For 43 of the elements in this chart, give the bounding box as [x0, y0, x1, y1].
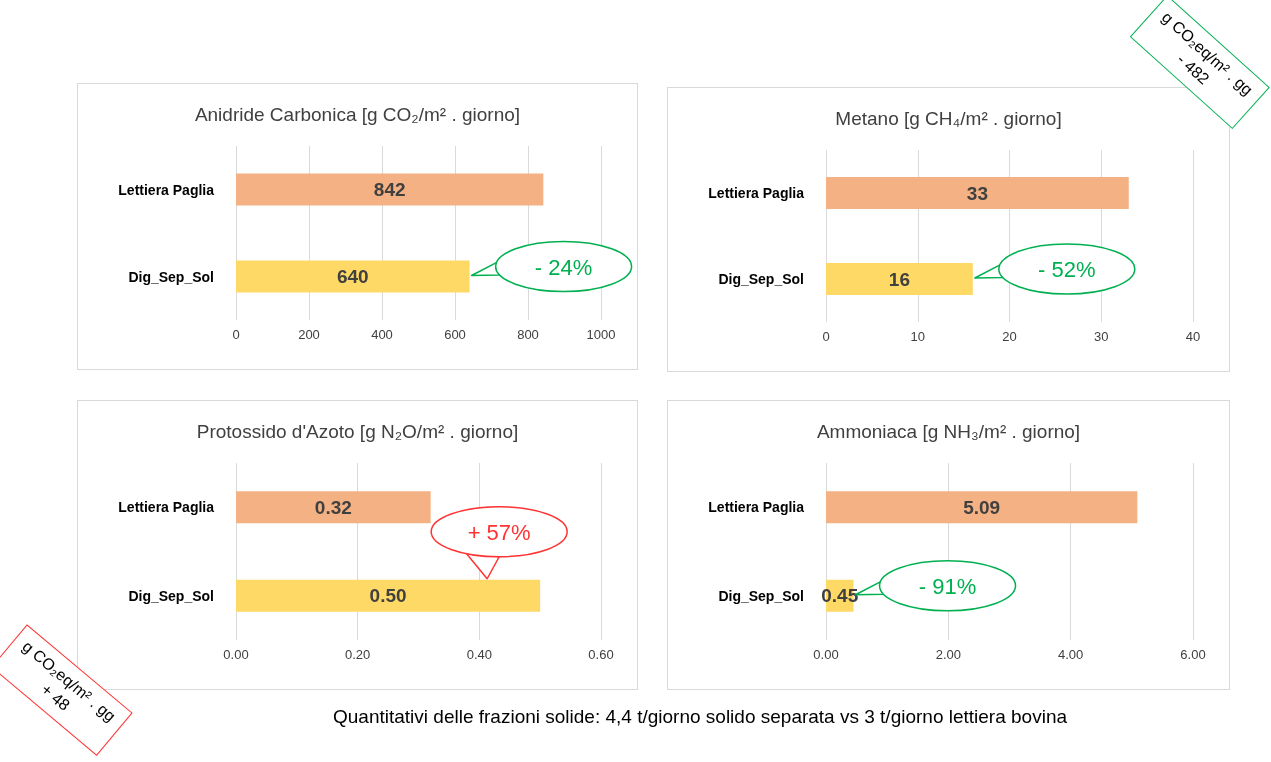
y-tick-label: Lettiera Paglia	[118, 181, 215, 198]
chart-title: Ammoniaca [g NH₃/m² . giorno]	[816, 421, 1081, 442]
x-tick-label: 400	[371, 327, 393, 342]
data-label: 842	[373, 179, 406, 200]
data-label: 33	[966, 182, 988, 204]
x-tick-label: 40	[1185, 329, 1201, 344]
data-label: 640	[336, 266, 369, 287]
annotation: + 57%	[467, 519, 531, 545]
x-tick-label: 0.00	[813, 647, 839, 662]
y-tick-label: Lettiera Paglia	[708, 185, 805, 201]
text: Quantitativi delle frazioni solide: 4,4 t/giorno solido separata vs 3 t/giorno lettiera bovina	[333, 706, 1068, 728]
x-tick-label: 30	[1094, 329, 1109, 344]
y-tick-label: Lettiera Paglia	[708, 499, 805, 516]
x-tick-label: 600	[444, 327, 466, 342]
y-tick-label: Dig_Sep_Sol	[128, 268, 214, 285]
y-tick-label: Dig_Sep_Sol	[128, 587, 214, 604]
x-tick-label: 0	[822, 329, 830, 344]
annotation: - 91%	[918, 573, 977, 599]
x-tick-label: 0.60	[588, 647, 614, 662]
annotation: - 52%	[1038, 257, 1096, 282]
y-tick-label: Dig_Sep_Sol	[718, 587, 804, 604]
chart-title: Metano [g CH₄/m² . giorno]	[835, 108, 1062, 129]
x-tick-label: 0	[232, 327, 240, 342]
data-label: 16	[888, 268, 910, 290]
chart-title: Protossido d'Azoto [g N₂O/m² . giorno]	[196, 421, 519, 442]
chart-title: Anidride Carbonica [g CO₂/m² . giorno]	[194, 104, 521, 125]
x-tick-label: 10	[910, 329, 925, 344]
data-label: 0.50	[369, 585, 407, 607]
x-tick-label: 200	[298, 327, 320, 342]
y-tick-label: Dig_Sep_Sol	[718, 271, 804, 287]
x-tick-label: 0.00	[223, 647, 249, 662]
annotation: - 24%	[534, 254, 593, 280]
x-tick-label: 0.40	[466, 647, 492, 662]
x-tick-label: 800	[517, 327, 539, 342]
y-tick-label: Lettiera Paglia	[118, 499, 215, 516]
x-tick-label: 20	[1002, 329, 1017, 344]
data-label: 0.32	[314, 496, 352, 518]
data-label: 5.09	[963, 496, 1001, 518]
x-tick-label: 2.00	[935, 647, 961, 662]
x-tick-label: 4.00	[1058, 647, 1084, 662]
x-tick-label: 0.20	[345, 647, 371, 662]
x-tick-label: 1000	[586, 327, 616, 342]
x-tick-label: 6.00	[1180, 647, 1206, 662]
